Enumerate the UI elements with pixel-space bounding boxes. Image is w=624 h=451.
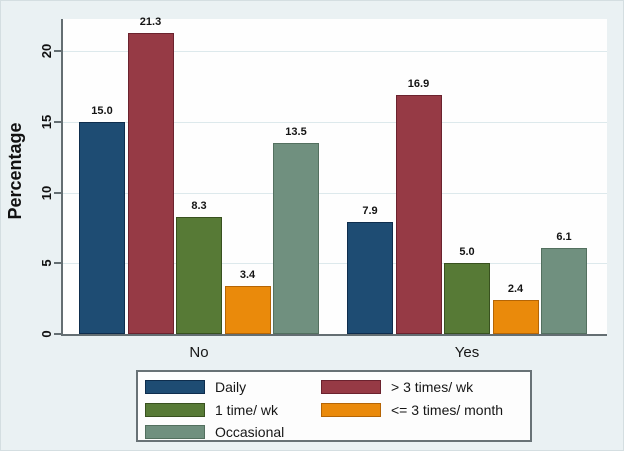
y-tick-label-0: 0	[38, 330, 54, 338]
bar-no-1	[79, 122, 125, 334]
bar-value-label: 2.4	[507, 283, 524, 296]
bar-yes-2	[395, 95, 442, 334]
legend-swatch-3	[145, 403, 205, 417]
bar-no-5	[273, 143, 319, 334]
gridline-10	[63, 192, 607, 194]
gridline-5	[63, 263, 607, 265]
bar-value-label: 8.3	[191, 199, 207, 212]
y-tick-label-10: 10	[38, 185, 54, 200]
y-tick-label-20: 20	[38, 44, 54, 59]
bar-value-label: 6.1	[556, 230, 572, 243]
bar-yes-4	[492, 300, 539, 334]
legend-swatch-1	[145, 380, 205, 394]
legend-swatch-4	[321, 403, 381, 417]
legend-label-2: > 3 times/ wk	[391, 379, 474, 395]
bar-value-label: 21.3	[139, 16, 162, 29]
bar-no-3	[176, 216, 222, 334]
bar-yes-1	[347, 222, 393, 334]
y-tick-5	[54, 262, 61, 265]
bar-value-label: 5.0	[459, 246, 475, 259]
y-axis-title: Percentage	[5, 122, 25, 220]
gridline-20	[63, 51, 607, 53]
y-tick-20	[54, 50, 61, 53]
bar-value-label: 7.9	[362, 205, 378, 218]
legend-label-3: 1 time/ wk	[215, 402, 279, 418]
bar-value-label: 16.9	[407, 78, 430, 91]
y-tick-10	[54, 191, 61, 194]
legend-swatch-5	[145, 425, 205, 439]
legend-label-4: <= 3 times/ month	[391, 402, 504, 418]
bar-yes-3	[444, 263, 490, 334]
x-category-label-no: No	[189, 344, 209, 361]
y-tick-label-5: 5	[38, 259, 54, 267]
legend-swatch-2	[321, 380, 381, 394]
bar-value-label: 3.4	[239, 268, 256, 281]
legend-label-5: Occasional	[215, 424, 285, 440]
gridline-15	[63, 122, 607, 124]
y-tick-15	[54, 121, 61, 124]
bar-value-label: 13.5	[285, 126, 307, 139]
plot-area: 15.0 21.3 8.3 3.4 13.5 7.9 16.9 5.0 2.4 6.1	[61, 16, 607, 336]
bar-yes-5	[541, 247, 587, 334]
y-tick-0	[54, 333, 61, 335]
bar-no-4	[224, 285, 271, 334]
legend-label-1: Daily	[215, 379, 247, 395]
legend: Daily 1 time/ wk Occasional > 3 times/ wk <=…	[136, 370, 532, 442]
bar-value-label: 15.0	[91, 105, 113, 118]
x-category-label-yes: Yes	[454, 344, 480, 361]
bar-no-2	[127, 33, 174, 334]
y-tick-label-15: 15	[38, 114, 54, 130]
